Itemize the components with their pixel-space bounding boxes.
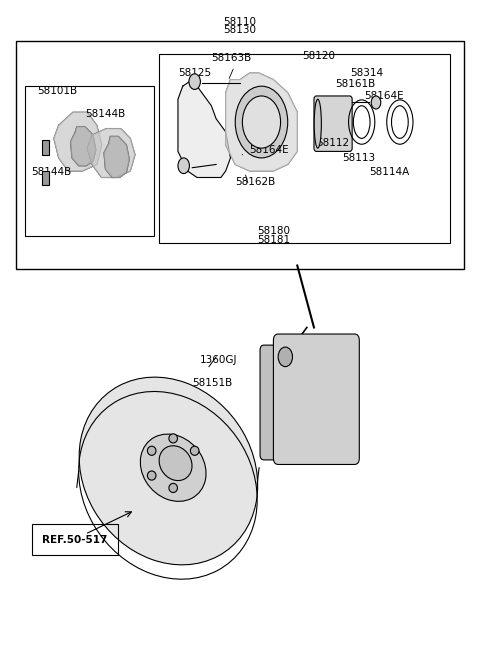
Text: 58151B: 58151B [192,377,232,388]
Text: 58180: 58180 [257,226,290,236]
Text: 58114A: 58114A [369,168,409,178]
FancyBboxPatch shape [314,96,352,151]
Ellipse shape [159,446,192,481]
Polygon shape [178,80,230,178]
Text: 58125: 58125 [178,68,211,79]
Bar [25,86,154,236]
Ellipse shape [191,446,199,455]
Polygon shape [71,126,96,166]
Ellipse shape [169,434,178,443]
Circle shape [235,86,288,158]
Text: 58101B: 58101B [37,86,77,96]
Text: 58314: 58314 [350,68,383,79]
Polygon shape [87,128,135,178]
Bar [16,41,464,269]
Bar [42,140,49,155]
Text: 58181: 58181 [257,235,290,246]
Ellipse shape [169,483,178,493]
Text: 1360GJ: 1360GJ [199,355,237,365]
FancyBboxPatch shape [260,345,306,460]
Text: 58144B: 58144B [85,109,125,119]
FancyBboxPatch shape [274,334,360,464]
Circle shape [189,74,200,90]
Polygon shape [226,73,297,171]
Polygon shape [104,136,129,178]
Polygon shape [54,112,102,171]
Bar [42,171,49,185]
Circle shape [242,96,281,148]
Text: 58112: 58112 [316,138,349,148]
Bar [159,54,450,243]
Text: 58164E: 58164E [364,90,404,100]
Circle shape [178,158,190,174]
Ellipse shape [314,99,322,148]
Text: REF.50-517: REF.50-517 [42,534,108,545]
Text: 58163B: 58163B [211,52,252,63]
Ellipse shape [79,377,258,565]
Ellipse shape [140,434,206,501]
Circle shape [278,347,292,367]
Text: 58130: 58130 [224,26,256,35]
Text: 58120: 58120 [302,51,335,62]
Circle shape [371,96,381,109]
Ellipse shape [147,471,156,480]
Ellipse shape [147,446,156,455]
Text: 58164E: 58164E [250,145,289,155]
Text: 58113: 58113 [343,153,376,163]
Text: 58144B: 58144B [31,168,71,178]
Text: 58162B: 58162B [235,178,276,187]
Text: 58110: 58110 [224,18,256,28]
Text: 58161B: 58161B [336,79,376,90]
